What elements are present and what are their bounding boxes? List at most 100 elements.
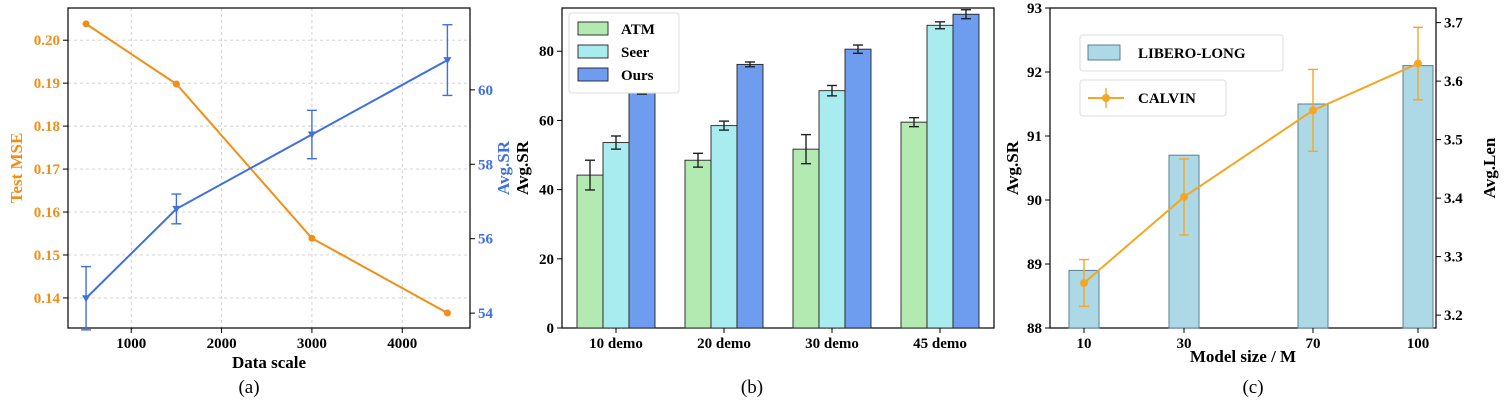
y-axis-label: Avg.SR	[513, 140, 532, 195]
y-right-tick-label: 60	[478, 83, 493, 99]
x-tick-label: 10 demo	[589, 336, 643, 352]
legend-swatch	[577, 67, 609, 82]
y-right-tick-label: 54	[478, 306, 494, 322]
x-tick-label: 45 demo	[913, 336, 967, 352]
y-tick-label: 80	[539, 44, 554, 60]
plot-frame	[1049, 7, 1437, 329]
y-tick-label: 20	[539, 252, 554, 268]
panel-a-data-scale-chart: 1000 2000 3000 4000 0.14 0.15 0.16 0.17 0.18 0.19…	[7, 7, 513, 398]
y-left-tick-label: 93	[1027, 1, 1042, 17]
y-left-tick-label: 0.14	[34, 291, 61, 307]
y-right-tick-label: 3.2	[1444, 308, 1463, 324]
test-mse-point	[172, 80, 180, 88]
x-tick-label: 100	[1407, 336, 1430, 352]
bar-atm	[792, 148, 820, 329]
y-right-axis-label: Avg.Len	[1480, 137, 1499, 198]
plot-frame	[67, 7, 471, 329]
avg-sr-line	[85, 59, 448, 299]
y-tick-label: 60	[539, 113, 554, 129]
y-left-tick-label: 0.15	[34, 248, 60, 264]
y-tick-label: 40	[539, 183, 554, 199]
panel-caption: (b)	[741, 377, 763, 398]
y-right-tick-label: 3.5	[1444, 133, 1463, 149]
bar-ours	[736, 63, 764, 329]
bar-ours	[628, 89, 656, 329]
y-right-tick-label: 56	[478, 232, 494, 248]
bar-atm	[900, 121, 928, 329]
bar-seer	[926, 24, 954, 329]
y-left-axis-label: Avg.SR	[1003, 140, 1022, 195]
bar-seer	[818, 90, 846, 329]
y-right-tick-label: 3.6	[1444, 74, 1463, 90]
avg-sr-point	[82, 295, 91, 303]
calvin-point	[1180, 192, 1188, 201]
test-mse-point	[308, 234, 316, 242]
test-mse-point	[82, 20, 90, 28]
y-right-tick-label: 3.7	[1444, 16, 1463, 32]
calvin-line	[1083, 62, 1419, 284]
x-axis-label: Model size / M	[1190, 347, 1296, 366]
panel-caption: (a)	[238, 377, 259, 398]
calvin-point	[1414, 59, 1422, 68]
legend-swatch	[577, 44, 609, 59]
x-tick-label: 30 demo	[805, 336, 859, 352]
legend-label: Ours	[621, 68, 654, 84]
legend-box	[1079, 34, 1284, 72]
test-mse-line	[85, 23, 448, 314]
y-left-tick-label: 88	[1027, 321, 1042, 337]
y-left-tick-label: 0.20	[34, 33, 60, 49]
y-left-tick-label: 90	[1027, 193, 1042, 209]
y-right-tick-label: 3.3	[1444, 250, 1463, 266]
x-tick-label: 1000	[116, 336, 146, 352]
y-left-tick-label: 92	[1027, 65, 1042, 81]
legend-swatch	[1087, 44, 1121, 61]
calvin-point	[1309, 106, 1317, 115]
legend-label: Seer	[621, 45, 650, 61]
legend-marker	[1102, 94, 1110, 102]
x-tick-label: 2000	[207, 336, 237, 352]
x-tick-label: 30	[1177, 336, 1192, 352]
bar-seer	[602, 142, 630, 329]
bar-atm	[684, 159, 712, 329]
y-left-axis-label: Test MSE	[7, 133, 26, 204]
panel-c-model-size-chart: 88 89 90 91 92 93 3.2 3.3 3.4 3.5 3.6 3.7 10 30 70 100 M…	[1003, 1, 1499, 398]
y-right-axis-label: Avg.SR	[494, 140, 513, 195]
y-left-tick-label: 0.18	[34, 119, 60, 135]
test-mse-point	[443, 309, 451, 317]
bar-libero-long	[1402, 65, 1434, 329]
y-left-tick-label: 89	[1027, 257, 1042, 273]
y-left-tick-label: 0.17	[34, 162, 61, 178]
avg-sr-point	[307, 131, 316, 139]
legend-swatch	[577, 21, 609, 36]
y-left-tick-label: 0.19	[34, 76, 60, 92]
legend-label: ATM	[621, 22, 655, 38]
plot-frame	[561, 7, 995, 329]
bar-ours	[952, 13, 980, 329]
y-left-tick-label: 91	[1027, 129, 1042, 145]
legend-calvin: CALVIN	[1079, 79, 1227, 117]
y-right-tick-label: 3.4	[1444, 191, 1463, 207]
x-tick-label: 70	[1306, 336, 1321, 352]
bar-ours	[844, 48, 872, 329]
legend-box	[1079, 79, 1227, 117]
legend-label: CALVIN	[1138, 91, 1196, 107]
x-tick-label: 3000	[297, 336, 327, 352]
bar-seer	[710, 125, 738, 329]
calvin-point	[1080, 278, 1088, 287]
x-tick-label: 4000	[387, 336, 417, 352]
y-right-tick-label: 58	[478, 157, 493, 173]
legend: ATM Seer Ours	[568, 12, 680, 94]
avg-sr-point	[172, 205, 181, 213]
bar-atm	[576, 174, 604, 329]
y-left-tick-label: 0.16	[34, 205, 61, 221]
legend-label: LIBERO-LONG	[1138, 46, 1246, 62]
x-tick-label: 10	[1077, 336, 1092, 352]
y-tick-label: 0	[547, 321, 555, 337]
panel-b-demo-bar-chart: 0 20 40 60 80 10 demo 20 demo 30 demo 45 demo Avg…	[513, 7, 995, 398]
x-axis-label: Data scale	[232, 353, 307, 372]
panel-caption: (c)	[1242, 377, 1263, 398]
x-tick-label: 20 demo	[697, 336, 751, 352]
avg-sr-point	[443, 57, 452, 65]
legend-libero-long: LIBERO-LONG	[1079, 34, 1284, 72]
